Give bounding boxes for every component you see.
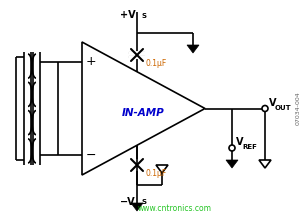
Text: www.cntronics.com: www.cntronics.com	[138, 204, 212, 213]
Text: IN-AMP: IN-AMP	[122, 107, 165, 118]
Text: S: S	[141, 13, 146, 19]
Text: OUT: OUT	[275, 104, 292, 111]
Text: +V: +V	[120, 10, 136, 20]
Polygon shape	[131, 203, 143, 211]
Text: −: −	[86, 148, 96, 162]
Circle shape	[262, 106, 268, 111]
Text: 0.1μF: 0.1μF	[145, 59, 166, 68]
Text: V: V	[236, 137, 244, 147]
Text: −V: −V	[120, 197, 136, 207]
Text: V: V	[269, 97, 277, 107]
Text: 07034-004: 07034-004	[296, 91, 300, 125]
Text: REF: REF	[242, 144, 257, 150]
Text: S: S	[141, 199, 146, 205]
Polygon shape	[156, 165, 168, 173]
Text: 0.1μF: 0.1μF	[145, 169, 166, 178]
Text: +: +	[86, 55, 96, 68]
Polygon shape	[259, 160, 271, 168]
Polygon shape	[226, 160, 238, 168]
Polygon shape	[187, 45, 199, 53]
Polygon shape	[82, 42, 205, 175]
Circle shape	[229, 145, 235, 151]
